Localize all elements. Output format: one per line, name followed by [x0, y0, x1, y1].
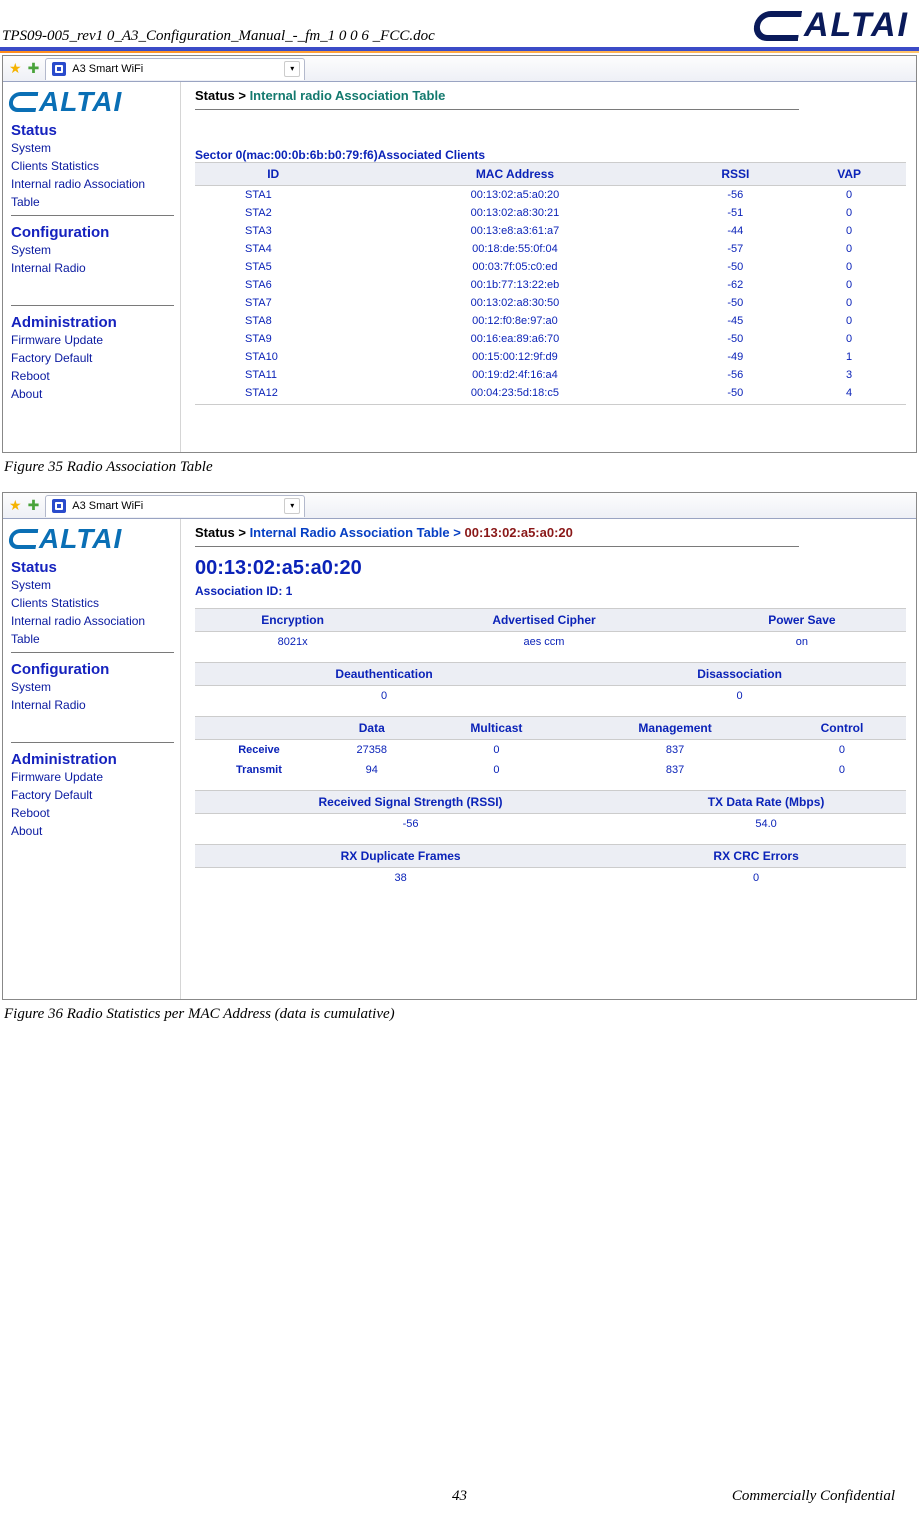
nav-admin-title: Administration — [11, 751, 174, 768]
col-mac: MAC Address — [351, 163, 678, 186]
add-tab-icon[interactable]: ✚ — [28, 497, 40, 514]
deauth-table: DeauthenticationDisassociation 00 — [195, 662, 906, 706]
encryption-table: EncryptionAdvertised CipherPower Save 80… — [195, 608, 906, 652]
sector-caption: Sector 0(mac:00:0b:6b:b0:79:f6)Associate… — [195, 148, 906, 162]
rssi-rate-table: Received Signal Strength (RSSI)TX Data R… — [195, 790, 906, 834]
mac-heading: 00:13:02:a5:a0:20 — [195, 557, 906, 580]
col-vap: VAP — [792, 163, 906, 186]
tab-favicon-icon — [52, 499, 66, 513]
nav-admin-title: Administration — [11, 314, 174, 331]
browser-tabbar: ★ ✚ A3 Smart WiFi ▾ — [3, 56, 916, 82]
tab-favicon-icon — [52, 62, 66, 76]
favorite-star-icon[interactable]: ★ — [9, 60, 22, 77]
tab-title: A3 Smart WiFi — [72, 63, 143, 75]
browser-tab[interactable]: A3 Smart WiFi ▾ — [45, 495, 305, 517]
browser-tabbar: ★ ✚ A3 Smart WiFi ▾ — [3, 493, 916, 519]
nav-link-cfg-system[interactable]: System — [11, 678, 174, 696]
nav-link-clients-stats[interactable]: Clients Statistics — [11, 157, 174, 175]
table-row[interactable]: STA200:13:02:a8:30:21-510 — [195, 204, 906, 222]
tab-title: A3 Smart WiFi — [72, 500, 143, 512]
sidebar-nav: ALTAI Status System Clients Statistics I… — [3, 519, 181, 999]
nav-link-factory[interactable]: Factory Default — [11, 786, 174, 804]
traffic-table: DataMulticastManagementControl Receive27… — [195, 716, 906, 780]
nav-link-about[interactable]: About — [11, 385, 174, 403]
nav-link-clients-stats[interactable]: Clients Statistics — [11, 594, 174, 612]
nav-status-title: Status — [11, 122, 174, 139]
table-row[interactable]: STA300:13:e8:a3:61:a7-440 — [195, 222, 906, 240]
main-content: Status > Internal Radio Association Tabl… — [181, 519, 916, 999]
sidebar-nav: ALTAI Status System Clients Statistics I… — [3, 82, 181, 452]
confidential-label: Commercially Confidential — [732, 1488, 895, 1505]
browser-tab[interactable]: A3 Smart WiFi ▾ — [45, 58, 305, 80]
doc-filename: TPS09-005_rev1 0_A3_Configuration_Manual… — [2, 28, 435, 45]
sidebar-logo: ALTAI — [9, 523, 174, 555]
favorite-star-icon[interactable]: ★ — [9, 497, 22, 514]
nav-config-title: Configuration — [11, 224, 174, 241]
table-row[interactable]: STA700:13:02:a8:30:50-500 — [195, 294, 906, 312]
breadcrumb: Status > Internal Radio Association Tabl… — [195, 525, 906, 540]
col-id: ID — [195, 163, 351, 186]
table-row[interactable]: STA100:13:02:a5:a0:20-560 — [195, 186, 906, 205]
add-tab-icon[interactable]: ✚ — [28, 60, 40, 77]
table-row[interactable]: STA600:1b:77:13:22:eb-620 — [195, 276, 906, 294]
table-row[interactable]: STA500:03:7f:05:c0:ed-500 — [195, 258, 906, 276]
nav-link-reboot[interactable]: Reboot — [11, 367, 174, 385]
nav-link-factory[interactable]: Factory Default — [11, 349, 174, 367]
table-row[interactable]: STA900:16:ea:89:a6:70-500 — [195, 330, 906, 348]
nav-link-assoc-table[interactable]: Internal radio Association Table — [11, 612, 174, 648]
nav-link-assoc-table[interactable]: Internal radio Association Table — [11, 175, 174, 211]
nav-status-title: Status — [11, 559, 174, 576]
tab-dropdown-icon[interactable]: ▾ — [284, 498, 300, 514]
main-content: Status > Internal radio Association Tabl… — [181, 82, 916, 452]
nav-link-system[interactable]: System — [11, 139, 174, 157]
rx-errors-table: RX Duplicate FramesRX CRC Errors 380 — [195, 844, 906, 888]
nav-link-cfg-radio[interactable]: Internal Radio — [11, 259, 174, 277]
table-row[interactable]: STA1000:15:00:12:9f:d9-491 — [195, 348, 906, 366]
table-row[interactable]: STA400:18:de:55:0f:04-570 — [195, 240, 906, 258]
nav-link-firmware[interactable]: Firmware Update — [11, 768, 174, 786]
document-header: TPS09-005_rev1 0_A3_Configuration_Manual… — [0, 0, 919, 51]
nav-link-reboot[interactable]: Reboot — [11, 804, 174, 822]
nav-link-cfg-system[interactable]: System — [11, 241, 174, 259]
nav-link-firmware[interactable]: Firmware Update — [11, 331, 174, 349]
table-row[interactable]: STA800:12:f0:8e:97:a0-450 — [195, 312, 906, 330]
table-row[interactable]: STA1100:19:d2:4f:16:a4-563 — [195, 366, 906, 384]
tab-dropdown-icon[interactable]: ▾ — [284, 61, 300, 77]
association-id: Association ID: 1 — [195, 584, 906, 598]
col-rssi: RSSI — [678, 163, 792, 186]
figure-36-screenshot: ★ ✚ A3 Smart WiFi ▾ ALTAI Status System … — [2, 492, 917, 1000]
figure-35-caption: Figure 35 Radio Association Table — [4, 459, 919, 476]
breadcrumb: Status > Internal radio Association Tabl… — [195, 88, 906, 103]
table-row[interactable]: STA1200:04:23:5d:18:c5-504 — [195, 384, 906, 402]
sidebar-logo: ALTAI — [9, 86, 174, 118]
figure-36-caption: Figure 36 Radio Statistics per MAC Addre… — [4, 1006, 919, 1023]
association-table: ID MAC Address RSSI VAP STA100:13:02:a5:… — [195, 162, 906, 402]
nav-config-title: Configuration — [11, 661, 174, 678]
nav-link-about[interactable]: About — [11, 822, 174, 840]
figure-35-screenshot: ★ ✚ A3 Smart WiFi ▾ ALTAI Status System … — [2, 55, 917, 453]
page-footer: 43 Commercially Confidential — [0, 1488, 919, 1505]
nav-link-cfg-radio[interactable]: Internal Radio — [11, 696, 174, 714]
altai-logo: ALTAI — [754, 6, 909, 45]
nav-link-system[interactable]: System — [11, 576, 174, 594]
